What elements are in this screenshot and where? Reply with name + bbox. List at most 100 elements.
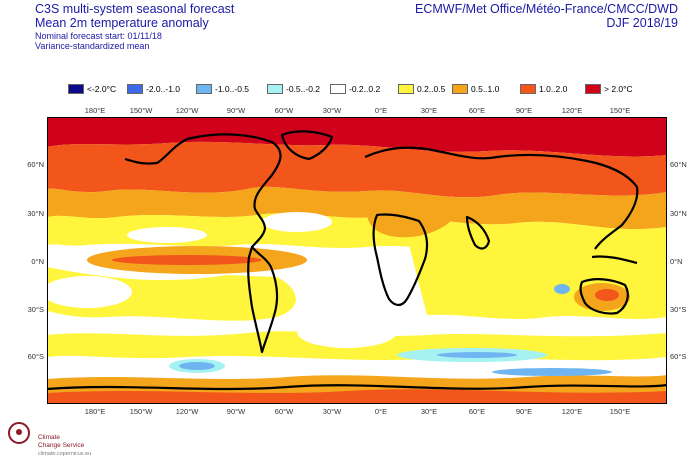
legend-label: 0.2..0.5 xyxy=(417,84,446,94)
map-subtitle: Mean 2m temperature anomaly xyxy=(35,16,209,31)
logo-ring-icon xyxy=(8,422,30,444)
north-africa-warm xyxy=(367,211,457,238)
greenland-coast xyxy=(280,130,334,161)
providers-label: ECMWF/Met Office/Météo-France/CMCC/DWD xyxy=(415,2,678,16)
lat-tick-right: 30°N xyxy=(670,209,687,218)
lon-tick-top: 120°W xyxy=(175,106,199,115)
legend-item: 1.0..2.0 xyxy=(520,83,567,95)
lon-tick-bottom: 30°W xyxy=(322,407,342,416)
legend-item: 0.2..0.5 xyxy=(398,83,445,95)
lon-tick-bottom: 90°E xyxy=(515,407,533,416)
enso-core xyxy=(112,255,262,265)
indonesia-coast xyxy=(591,255,638,265)
lon-tick-bottom: 120°E xyxy=(561,407,583,416)
lat-tick-right: 30°S xyxy=(670,305,687,314)
southern-pacific-cool-core xyxy=(179,362,215,370)
logo-name-line1: Climate xyxy=(38,434,61,441)
map-frame xyxy=(47,117,667,404)
legend-item: -2.0..-1.0 xyxy=(127,83,180,95)
logo-url: climate.copernicus.eu xyxy=(38,451,92,457)
legend-swatch xyxy=(330,84,346,94)
lon-tick-bottom: 120°W xyxy=(175,407,199,416)
north-atlantic-neutral xyxy=(262,212,332,232)
lon-tick-bottom: 90°W xyxy=(226,407,246,416)
logo-name: Climate Change Service xyxy=(38,434,84,450)
legend-item: -0.2..0.2 xyxy=(330,83,380,95)
india-coast xyxy=(465,215,491,250)
lat-tick-left: 60°S xyxy=(27,352,44,361)
legend-swatch xyxy=(127,84,143,94)
lon-tick-top: 30°E xyxy=(420,106,438,115)
lon-tick-top: 150°W xyxy=(129,106,153,115)
legend-label: <-2.0°C xyxy=(87,84,117,94)
legend-label: -2.0..-1.0 xyxy=(146,84,181,94)
north-america-coast xyxy=(186,133,282,248)
anomaly-map xyxy=(42,117,668,404)
legend-swatch xyxy=(452,84,468,94)
legend-swatch xyxy=(398,84,414,94)
indian-ocean-cool-spot xyxy=(554,284,570,294)
legend-label: -0.2..0.2 xyxy=(349,84,381,94)
south-america-coast xyxy=(247,245,279,354)
alaska-coast xyxy=(124,138,188,165)
season-label: DJF 2018/19 xyxy=(606,16,678,31)
header-right: ECMWF/Met Office/Météo-France/CMCC/DWD D… xyxy=(415,2,678,31)
antarctica-coast xyxy=(46,383,668,391)
legend-label: -0.5..-0.2 xyxy=(286,84,321,94)
lon-tick-top: 60°E xyxy=(468,106,486,115)
lon-tick-bottom: 0°E xyxy=(374,407,388,416)
lon-tick-bottom: 150°E xyxy=(609,407,631,416)
lon-tick-top: 0°E xyxy=(374,106,388,115)
map-title: C3S multi-system seasonal forecast xyxy=(35,2,235,16)
midlatitude-warm-band xyxy=(47,186,667,230)
lat-tick-left: 0°N xyxy=(31,257,44,266)
lon-tick-top: 90°E xyxy=(515,106,533,115)
africa-coast xyxy=(372,213,429,307)
lon-tick-top: 60°W xyxy=(274,106,294,115)
lon-tick-bottom: 150°W xyxy=(129,407,153,416)
legend-swatch xyxy=(585,84,601,94)
legend-swatch xyxy=(68,84,84,94)
forecast-start-label: Nominal forecast start: 01/11/18 xyxy=(35,30,162,41)
copernicus-logo: Climate Change Service climate.copernicu… xyxy=(4,420,124,460)
antarctic-cool-strip xyxy=(492,368,612,376)
lon-tick-top: 150°E xyxy=(609,106,631,115)
legend-item: <-2.0°C xyxy=(68,83,116,95)
legend-label: 1.0..2.0 xyxy=(539,84,568,94)
logo-name-line2: Change Service xyxy=(38,441,85,449)
lon-tick-bottom: 60°W xyxy=(274,407,294,416)
legend-item: 0.5..1.0 xyxy=(452,83,499,95)
lat-tick-left: 60°N xyxy=(27,160,44,169)
legend-label: > 2.0°C xyxy=(604,84,633,94)
header-left: C3S multi-system seasonal forecast Mean … xyxy=(35,2,234,51)
lat-tick-right: 60°N xyxy=(670,160,687,169)
arctic-warm-region xyxy=(47,117,667,157)
lat-tick-left: 30°S xyxy=(27,305,44,314)
legend-item: -1.0..-0.5 xyxy=(196,83,249,95)
indian-ocean-warm xyxy=(407,234,667,319)
legend-swatch xyxy=(267,84,283,94)
lon-tick-top: 90°W xyxy=(226,106,246,115)
south-atlantic-neutral xyxy=(297,316,397,348)
lon-tick-top: 30°W xyxy=(322,106,342,115)
australia-core xyxy=(595,289,619,301)
coastlines xyxy=(46,130,668,391)
legend-label: 0.5..1.0 xyxy=(471,84,500,94)
legend-swatch xyxy=(520,84,536,94)
lat-tick-right: 60°S xyxy=(670,352,687,361)
australia-coast xyxy=(579,278,629,315)
map-panel xyxy=(42,117,668,404)
lat-tick-right: 0°N xyxy=(670,257,683,266)
north-pacific-neutral xyxy=(127,227,207,243)
lon-tick-bottom: 30°E xyxy=(420,407,438,416)
lon-tick-top: 120°E xyxy=(561,106,583,115)
antarctic-warm-core xyxy=(47,389,667,404)
legend-item: > 2.0°C xyxy=(585,83,633,95)
legend-label: -1.0..-0.5 xyxy=(215,84,250,94)
lon-tick-top: 180°E xyxy=(84,106,106,115)
west-pacific-neutral xyxy=(42,276,132,308)
legend-item: -0.5..-0.2 xyxy=(267,83,320,95)
southern-indian-cool-core xyxy=(437,352,517,358)
lon-tick-bottom: 60°E xyxy=(468,407,486,416)
logo-dot-icon xyxy=(16,429,22,435)
